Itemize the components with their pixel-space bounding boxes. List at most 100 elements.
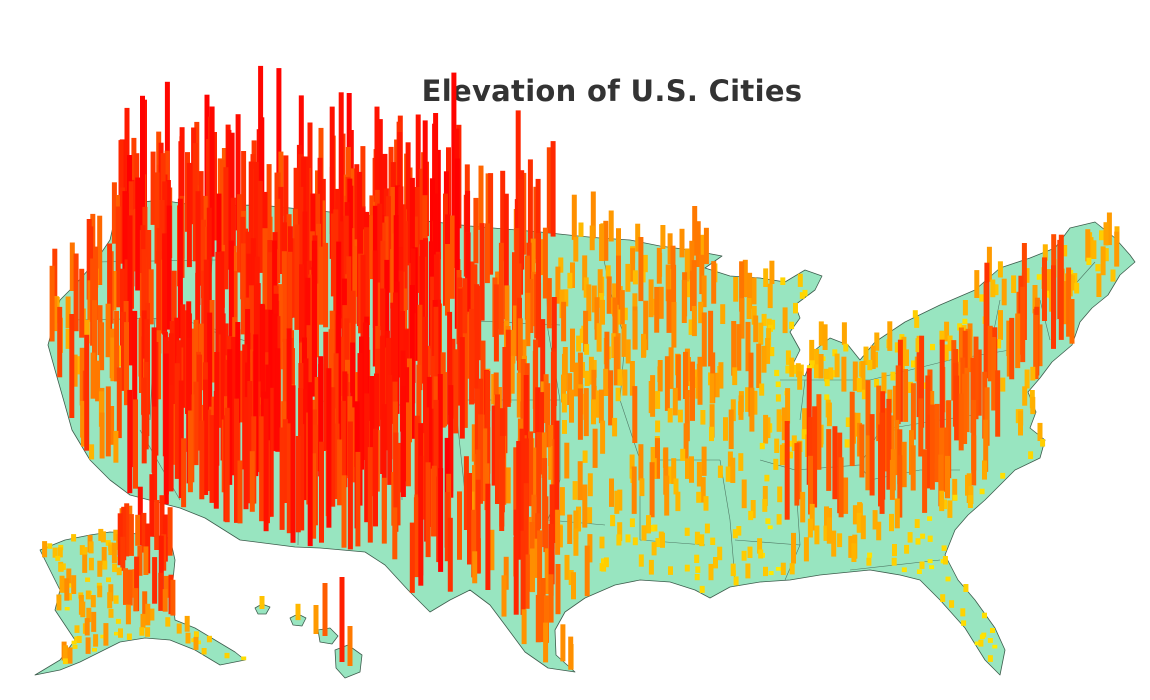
elevation-bar — [872, 510, 878, 530]
chart-title: Elevation of U.S. Cities — [421, 74, 803, 108]
elevation-bar — [664, 356, 670, 411]
elevation-bar — [79, 545, 85, 555]
elevation-bar — [990, 628, 995, 633]
elevation-bar — [559, 487, 565, 516]
elevation-bar — [260, 305, 266, 453]
elevation-bar — [536, 233, 541, 348]
elevation-bar — [141, 377, 147, 464]
elevation-bar — [505, 467, 511, 504]
elevation-bar — [564, 554, 570, 580]
elevation-bar — [573, 362, 579, 397]
elevation-bar — [409, 522, 415, 593]
elevation-bar — [323, 331, 329, 451]
elevation-bar — [536, 432, 542, 529]
elevation-bar — [608, 210, 614, 242]
elevation-bar — [111, 542, 117, 564]
elevation-bar — [170, 579, 176, 616]
elevation-bar — [357, 353, 363, 506]
elevation-bar — [381, 477, 387, 544]
elevation-bar — [114, 310, 120, 382]
elevation-bar — [107, 243, 113, 347]
elevation-bar — [922, 449, 928, 513]
elevation-bar — [488, 173, 494, 275]
elevation-bar — [195, 191, 201, 305]
elevation-bar — [223, 167, 229, 290]
elevation-bar — [600, 299, 605, 325]
elevation-bar — [299, 424, 305, 531]
elevation-bar — [510, 329, 516, 364]
elevation-bar — [742, 259, 748, 298]
elevation-bar — [381, 404, 387, 520]
elevation-bar — [791, 364, 797, 374]
elevation-bar — [671, 302, 677, 348]
elevation-bar — [940, 594, 946, 602]
elevation-bar — [1110, 269, 1116, 282]
elevation-bar — [134, 556, 140, 612]
elevation-bar — [135, 514, 141, 546]
elevation-bar — [666, 289, 672, 333]
elevation-bar — [433, 399, 439, 517]
elevation-bar — [207, 312, 213, 434]
elevation-bar — [187, 410, 193, 493]
elevation-bar — [1009, 317, 1015, 380]
elevation-bar — [521, 339, 527, 370]
elevation-bar — [550, 141, 556, 237]
elevation-bar — [942, 499, 948, 510]
elevation-bar — [731, 321, 737, 376]
elevation-bar — [149, 474, 155, 537]
elevation-bar — [440, 352, 446, 428]
elevation-bar — [776, 514, 782, 525]
elevation-bar — [287, 251, 293, 349]
elevation-bar — [577, 461, 583, 501]
elevation-bar — [132, 310, 138, 468]
elevation-bar — [695, 566, 701, 573]
elevation-bar — [643, 300, 649, 351]
elevation-bar — [372, 250, 378, 367]
elevation-bar — [224, 407, 230, 523]
elevation-bar — [563, 289, 569, 307]
elevation-bar — [247, 381, 253, 504]
elevation-bar — [1030, 396, 1036, 415]
elevation-bar — [311, 453, 317, 539]
elevation-bar — [546, 278, 552, 329]
elevation-bar — [98, 528, 104, 541]
elevation-bar — [979, 634, 985, 640]
elevation-bar — [438, 468, 444, 572]
elevation-bar — [713, 557, 718, 569]
elevation-bar — [294, 224, 300, 330]
elevation-bar — [295, 603, 301, 621]
elevation-bar — [520, 359, 526, 421]
elevation-bar — [116, 567, 122, 576]
elevation-bar — [450, 338, 456, 419]
elevation-bar — [199, 420, 205, 500]
elevation-bar — [561, 301, 567, 342]
elevation-bar — [156, 251, 162, 354]
elevation-bar — [377, 119, 383, 248]
elevation-bar — [184, 615, 190, 632]
elevation-bar — [979, 488, 985, 495]
elevation-bar — [587, 534, 593, 563]
elevation-bar — [584, 370, 590, 386]
elevation-bar — [987, 638, 993, 643]
elevation-bar — [1042, 244, 1048, 261]
elevation-bar — [596, 323, 602, 352]
elevation-bar — [758, 549, 764, 559]
elevation-bar — [701, 446, 707, 476]
elevation-bar — [219, 251, 225, 374]
elevation-bar — [564, 442, 570, 479]
elevation-bar — [632, 270, 638, 285]
elevation-bar — [84, 319, 90, 344]
elevation-bar — [126, 633, 132, 640]
elevation-bar — [124, 322, 129, 406]
elevation-bar — [665, 264, 671, 302]
elevation-bar — [894, 498, 900, 529]
elevation-bar — [111, 271, 117, 311]
elevation-bar — [474, 388, 480, 479]
elevation-bar — [544, 548, 550, 595]
elevation-bar — [689, 456, 694, 483]
elevation-bar — [775, 381, 781, 388]
elevation-bar — [220, 313, 226, 461]
hawaii-island-3 — [317, 627, 339, 645]
elevation-bar — [843, 343, 849, 352]
elevation-bar — [785, 350, 791, 365]
